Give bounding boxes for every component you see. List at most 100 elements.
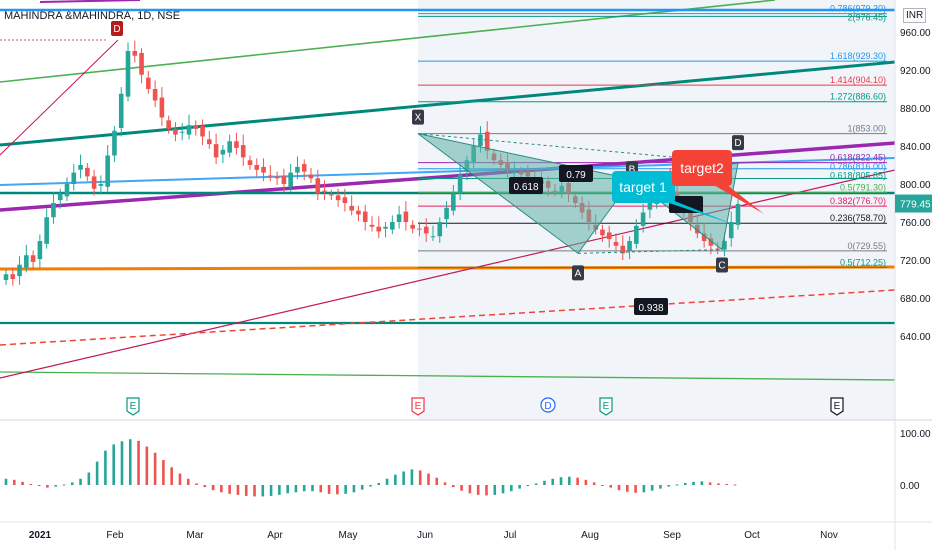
- candle-body: [315, 178, 321, 194]
- oscillator-bar: [104, 450, 107, 485]
- oscillator-bar: [700, 481, 704, 485]
- oscillator-bar: [733, 484, 737, 486]
- time-tick-label: Feb: [106, 530, 124, 541]
- candle-body: [349, 205, 354, 211]
- oscillator-bar: [336, 485, 339, 495]
- oscillator-bar: [518, 485, 521, 489]
- oscillator-bar: [120, 441, 124, 485]
- fib-level-label: 1.414(904.10): [830, 75, 886, 85]
- candle-body: [362, 211, 368, 222]
- oscillator-bar: [236, 485, 240, 495]
- pattern-point-label: B: [629, 164, 636, 175]
- candle-body: [613, 241, 619, 246]
- candle-body: [37, 241, 43, 260]
- oscillator-bar: [311, 485, 314, 492]
- oscillator-bar: [29, 483, 33, 485]
- trendline-purple: [0, 141, 896, 212]
- candle-body: [146, 77, 151, 89]
- oscillator-bar: [385, 478, 389, 485]
- oscillator-bar: [269, 485, 273, 496]
- fib-level-label: 2(976.45): [847, 13, 886, 23]
- oscillator-bar: [609, 485, 613, 488]
- earnings-marker: [126, 397, 140, 416]
- oscillator-bar: [369, 485, 372, 487]
- fib-level-label: 1.618(929.30): [830, 51, 886, 61]
- oscillator-bar: [394, 474, 397, 485]
- candle-body: [295, 166, 300, 173]
- candle-body: [57, 193, 63, 201]
- candle-body: [139, 52, 144, 75]
- fib-level-label: 0.5(712.25): [840, 257, 886, 267]
- symbol-title[interactable]: MAHINDRA &MAHINDRA, 1D, NSE: [4, 10, 181, 22]
- oscillator-bar: [526, 485, 530, 487]
- pattern-point-label: X: [415, 113, 422, 124]
- oscillator-bar: [137, 440, 140, 485]
- oscillator-bar: [493, 485, 497, 495]
- pattern-ratio-box: [509, 177, 543, 194]
- candle-body: [85, 167, 90, 177]
- oscillator-bar: [543, 480, 546, 485]
- candle-body: [207, 139, 212, 145]
- oscillator-bar: [650, 485, 654, 491]
- oscillator-bar: [360, 485, 364, 490]
- oscillator-bar: [162, 460, 165, 485]
- candle-body: [105, 155, 110, 187]
- pattern-ratio-label: 0.79: [566, 170, 586, 181]
- oscillator-bar: [534, 483, 538, 485]
- candle-body: [91, 176, 97, 189]
- oscillator-bar: [559, 477, 563, 485]
- candle-body: [430, 236, 436, 238]
- pattern-range-shade: [418, 0, 895, 420]
- oscillator-bar: [128, 439, 132, 485]
- candle-body: [10, 274, 16, 279]
- candle-body: [423, 226, 429, 234]
- time-tick-label: Nov: [820, 530, 838, 541]
- candle-body: [329, 194, 334, 196]
- oscillator-bar: [626, 485, 629, 492]
- price-tick-label: 680.00: [900, 294, 931, 305]
- oscillator-bar: [153, 452, 157, 485]
- currency-button[interactable]: INR: [903, 8, 927, 23]
- event-marker-label: E: [603, 401, 610, 412]
- pattern-ac-line: [577, 249, 723, 254]
- oscillator-bar: [21, 481, 24, 485]
- candle-body: [261, 166, 266, 173]
- oscillator-bar: [592, 482, 596, 485]
- oscillator-bar: [278, 485, 281, 495]
- candle-body: [735, 203, 741, 225]
- trendline-teal-dark: [0, 60, 896, 147]
- candle-body: [213, 144, 219, 158]
- oscillator-bar: [692, 481, 695, 485]
- price-tick-label: 920.00: [900, 66, 931, 77]
- earnings-marker: [830, 397, 844, 416]
- candle-body: [403, 211, 409, 222]
- time-tick-label: Aug: [581, 530, 599, 541]
- pattern-point-label: D: [734, 138, 741, 149]
- oscillator-bar: [95, 461, 99, 485]
- candle-body: [715, 248, 720, 250]
- oscillator-tick-label: 100.00: [900, 429, 931, 440]
- candle-body: [396, 214, 402, 222]
- oscillator-bar: [70, 482, 74, 485]
- candle-body: [71, 172, 77, 184]
- candle-body: [179, 131, 185, 133]
- oscillator-bar: [725, 483, 729, 485]
- candle-body: [186, 125, 192, 135]
- target-2-label: target2: [680, 160, 724, 176]
- candle-body: [722, 241, 727, 250]
- candle-body: [51, 203, 56, 218]
- candle-body: [152, 89, 158, 101]
- oscillator-bar: [261, 485, 265, 497]
- candle-body: [417, 228, 422, 230]
- candle-body: [274, 176, 280, 179]
- oscillator-bar: [683, 482, 687, 485]
- time-tick-label: Apr: [267, 530, 283, 541]
- oscillator-bar: [642, 485, 646, 493]
- last-price-label: 779.45: [900, 200, 931, 211]
- oscillator-bar: [601, 485, 604, 486]
- oscillator-bar: [302, 485, 306, 492]
- price-tick-label: 720.00: [900, 256, 931, 267]
- fib-level-label: 0.618(805.85): [830, 171, 886, 181]
- candle-body: [254, 165, 260, 170]
